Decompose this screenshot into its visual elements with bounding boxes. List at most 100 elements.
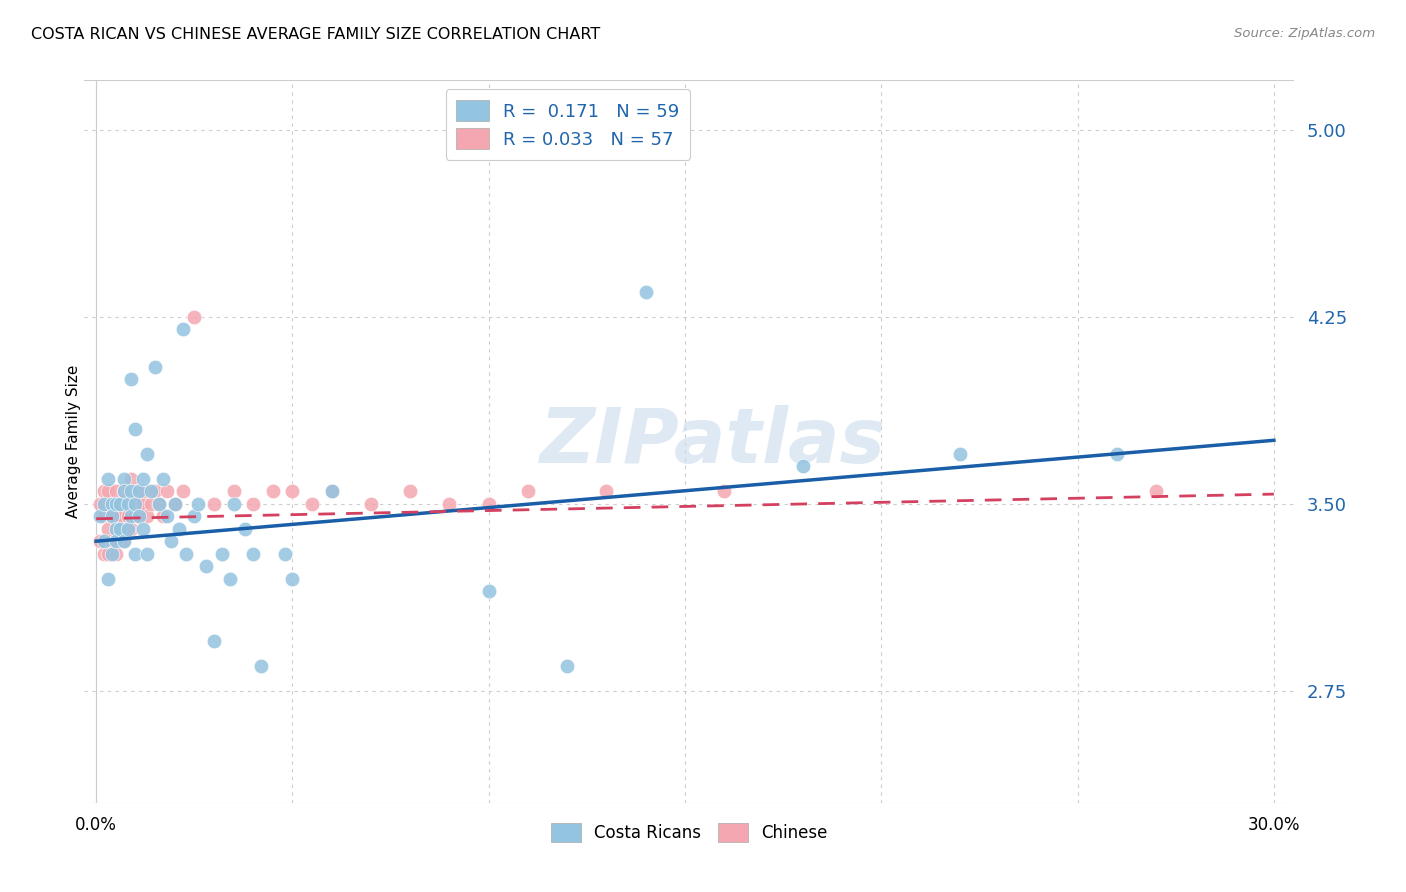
Point: [101, 497, 124, 511]
Point: [108, 497, 131, 511]
Point: [101, 509, 124, 524]
Point: [124, 422, 146, 436]
Point: [156, 509, 179, 524]
Point: [101, 497, 124, 511]
Point: [132, 472, 155, 486]
Point: [301, 497, 323, 511]
Point: [250, 658, 273, 673]
Point: [117, 484, 139, 499]
Point: [124, 484, 146, 499]
Point: [128, 484, 150, 499]
Point: [172, 322, 194, 336]
Point: [112, 484, 135, 499]
Point: [399, 484, 422, 499]
Point: [281, 572, 304, 586]
Point: [478, 497, 501, 511]
Point: [634, 285, 657, 299]
Point: [1105, 447, 1128, 461]
Point: [121, 484, 143, 499]
Point: [93, 484, 115, 499]
Point: [281, 484, 304, 499]
Point: [136, 447, 159, 461]
Point: [233, 522, 256, 536]
Point: [273, 547, 295, 561]
Point: [117, 509, 139, 524]
Point: [101, 509, 124, 524]
Point: [124, 509, 146, 524]
Point: [172, 484, 194, 499]
Point: [167, 522, 190, 536]
Text: Source: ZipAtlas.com: Source: ZipAtlas.com: [1234, 27, 1375, 40]
Point: [117, 522, 139, 536]
Point: [93, 547, 115, 561]
Point: [121, 497, 143, 511]
Point: [183, 310, 205, 324]
Point: [139, 484, 162, 499]
Point: [124, 547, 146, 561]
Point: [143, 359, 166, 374]
Point: [132, 497, 155, 511]
Point: [439, 497, 461, 511]
Point: [321, 484, 343, 499]
Point: [152, 509, 174, 524]
Point: [148, 497, 170, 511]
Point: [517, 484, 540, 499]
Point: [183, 509, 205, 524]
Point: [360, 497, 382, 511]
Point: [121, 522, 143, 536]
Point: [139, 497, 162, 511]
Point: [163, 497, 186, 511]
Point: [97, 572, 120, 586]
Point: [108, 509, 131, 524]
Point: [136, 547, 159, 561]
Point: [112, 534, 135, 549]
Point: [128, 497, 150, 511]
Point: [104, 497, 127, 511]
Point: [89, 534, 111, 549]
Point: [121, 372, 143, 386]
Point: [108, 522, 131, 536]
Point: [321, 484, 343, 499]
Point: [97, 472, 120, 486]
Point: [97, 484, 120, 499]
Point: [163, 497, 186, 511]
Point: [128, 509, 150, 524]
Point: [222, 484, 245, 499]
Point: [132, 522, 155, 536]
Point: [595, 484, 617, 499]
Point: [112, 472, 135, 486]
Point: [1144, 484, 1167, 499]
Point: [93, 497, 115, 511]
Point: [89, 509, 111, 524]
Point: [117, 522, 139, 536]
Point: [187, 497, 209, 511]
Point: [242, 497, 264, 511]
Point: [128, 509, 150, 524]
Text: COSTA RICAN VS CHINESE AVERAGE FAMILY SIZE CORRELATION CHART: COSTA RICAN VS CHINESE AVERAGE FAMILY SI…: [31, 27, 600, 42]
Point: [195, 559, 218, 574]
Point: [121, 472, 143, 486]
Point: [202, 633, 225, 648]
Point: [108, 522, 131, 536]
Point: [124, 497, 146, 511]
Point: [176, 547, 198, 561]
Point: [104, 547, 127, 561]
Point: [132, 484, 155, 499]
Point: [211, 547, 233, 561]
Y-axis label: Average Family Size: Average Family Size: [66, 365, 80, 518]
Legend: Costa Ricans, Chinese: Costa Ricans, Chinese: [544, 816, 834, 848]
Point: [148, 497, 170, 511]
Point: [262, 484, 284, 499]
Point: [104, 484, 127, 499]
Point: [117, 497, 139, 511]
Point: [792, 459, 814, 474]
Point: [112, 534, 135, 549]
Point: [713, 484, 735, 499]
Point: [555, 658, 578, 673]
Point: [93, 534, 115, 549]
Point: [152, 472, 174, 486]
Point: [478, 584, 501, 599]
Point: [93, 509, 115, 524]
Point: [101, 547, 124, 561]
Point: [202, 497, 225, 511]
